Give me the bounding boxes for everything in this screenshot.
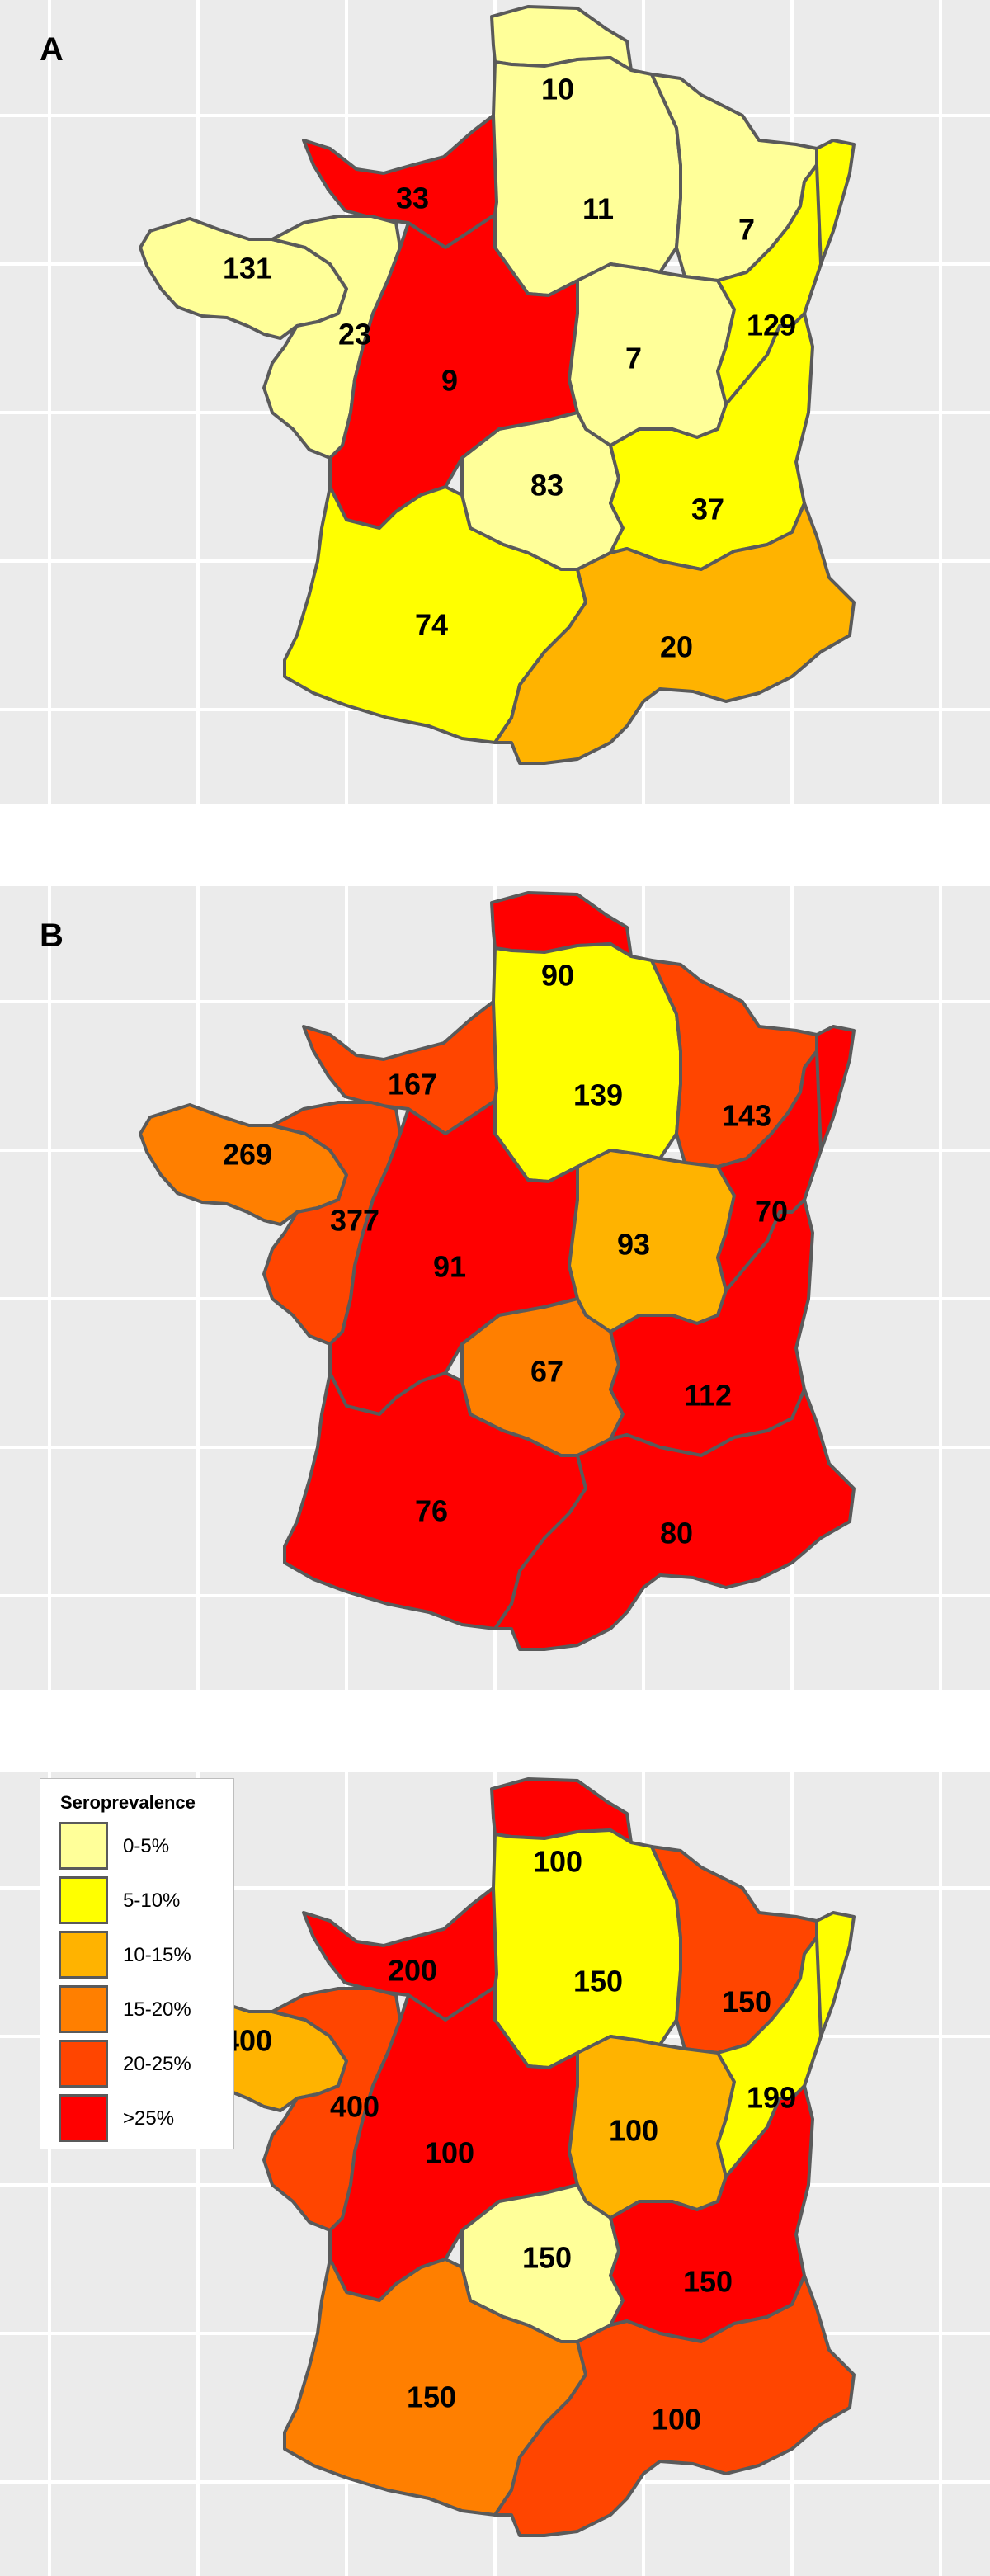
legend-swatch	[59, 2040, 108, 2088]
region-count-centre: 91	[433, 1250, 466, 1284]
region-count-centre: 9	[441, 364, 458, 398]
map-a: 10 33 11 7 131 23 9 7 129 83 37 74 20	[0, 0, 990, 804]
legend-swatch	[59, 1985, 108, 2033]
region-count-normandie: 33	[396, 182, 429, 215]
region-count-franche-comte: 199	[747, 2081, 796, 2115]
region-count-bourgogne: 93	[617, 1228, 650, 1262]
region-count-lorraine: 150	[722, 1985, 771, 2019]
region-sud-est	[493, 502, 856, 765]
legend-label: 0-5%	[123, 1835, 170, 1857]
legend-label: >25%	[123, 2107, 175, 2130]
legend-item: 5-10%	[59, 1876, 232, 1924]
region-count-franche-comte: 70	[755, 1195, 788, 1229]
region-count-sud-est: 80	[660, 1517, 693, 1550]
region-pays-de-la-loire	[262, 1101, 402, 1346]
panel-label-b: B	[40, 918, 64, 954]
region-count-aquitaine: 150	[407, 2380, 456, 2414]
region-count-rhone-alpes: 112	[684, 1379, 732, 1413]
region-count-bretagne: 269	[223, 1138, 272, 1172]
region-count-aquitaine: 74	[415, 608, 448, 642]
region-count-bretagne: 131	[223, 252, 272, 285]
region-pays-de-la-loire	[262, 215, 402, 460]
region-count-normandie: 167	[388, 1068, 437, 1102]
region-count-lorraine: 143	[722, 1099, 771, 1133]
region-count-nord: 100	[533, 1845, 582, 1879]
legend-label: 15-20%	[123, 1998, 191, 2021]
region-count-rhone-alpes: 150	[683, 2265, 733, 2299]
legend-item: 0-5%	[59, 1822, 232, 1870]
map-panel-b: 90 167 139 143 269 377 91 93 70 67 112 76 80 B	[0, 886, 990, 1690]
region-count-franche-comte: 129	[747, 309, 796, 342]
region-count-limousin: 150	[522, 2241, 572, 2275]
legend-swatch	[59, 1822, 108, 1870]
region-count-centre: 100	[425, 2136, 474, 2170]
region-count-sud-est: 100	[652, 2403, 701, 2437]
region-count-pays-de-la-loire: 23	[338, 318, 371, 351]
region-count-champagne: 150	[573, 1965, 623, 1998]
legend-label: 20-25%	[123, 2053, 191, 2075]
map-b: 90 167 139 143 269 377 91 93 70 67 112 76 80	[0, 886, 990, 1690]
region-count-pays-de-la-loire: 400	[330, 2090, 380, 2124]
legend-swatch	[59, 2094, 108, 2142]
legend-item: 20-25%	[59, 2040, 232, 2088]
region-count-pays-de-la-loire: 377	[330, 1204, 380, 1238]
region-count-sud-est: 20	[660, 630, 693, 664]
region-count-champagne: 139	[573, 1078, 623, 1112]
region-pays-de-la-loire	[262, 1987, 402, 2232]
legend-item: 15-20%	[59, 1985, 232, 2033]
region-count-nord: 10	[541, 73, 574, 106]
map-panel-a: 10 33 11 7 131 23 9 7 129 83 37 74 20 A	[0, 0, 990, 804]
map-panel-c: 100 200 150 150 400 400 100 100 199 150 150 150 100 …	[0, 1772, 990, 2576]
region-sud-est	[493, 2274, 856, 2537]
legend-item: 10-15%	[59, 1931, 232, 1979]
seroprevalence-legend: Seroprevalence 0-5% 5-10% 10-15% 15-20% …	[40, 1778, 234, 2149]
region-count-normandie: 200	[388, 1954, 437, 1988]
legend-title: Seroprevalence	[60, 1792, 196, 1813]
region-bourgogne	[568, 1149, 736, 1333]
region-champagne	[492, 56, 682, 297]
region-count-aquitaine: 76	[415, 1494, 448, 1528]
panel-label-a: A	[40, 31, 64, 68]
region-count-champagne: 11	[582, 192, 614, 226]
region-count-rhone-alpes: 37	[691, 493, 724, 526]
legend-swatch	[59, 1876, 108, 1924]
region-sud-est	[493, 1388, 856, 1651]
region-champagne	[492, 1828, 682, 2069]
region-bourgogne	[568, 262, 736, 447]
region-count-lorraine: 7	[738, 213, 755, 247]
legend-label: 5-10%	[123, 1890, 181, 1912]
legend-swatch	[59, 1931, 108, 1979]
legend-label: 10-15%	[123, 1944, 191, 1966]
region-champagne	[492, 942, 682, 1183]
region-count-limousin: 83	[530, 469, 563, 502]
region-count-bourgogne: 7	[625, 342, 642, 375]
region-count-limousin: 67	[530, 1355, 563, 1389]
region-count-bourgogne: 100	[609, 2114, 658, 2148]
legend-item: >25%	[59, 2094, 232, 2142]
region-count-nord: 90	[541, 959, 574, 993]
